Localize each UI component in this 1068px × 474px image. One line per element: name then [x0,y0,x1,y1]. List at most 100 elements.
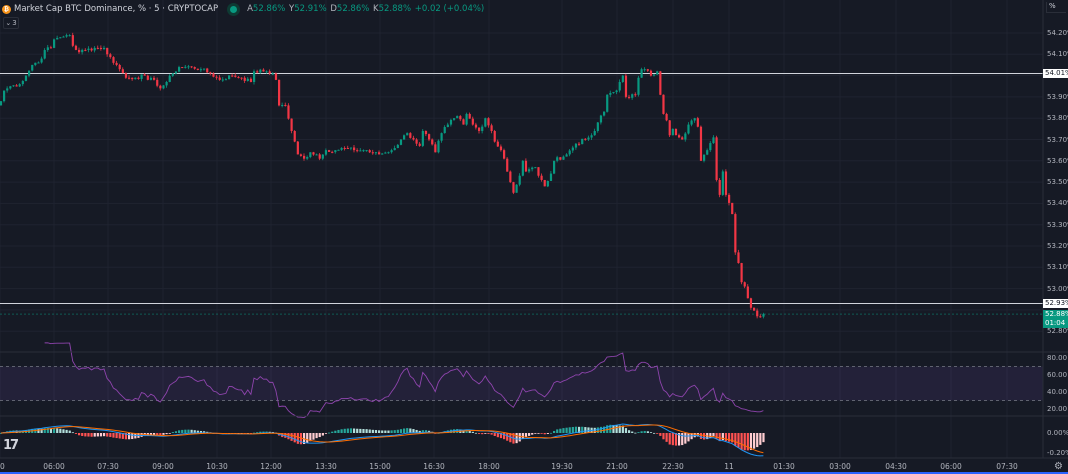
macd-histogram-bar [584,427,587,433]
macd-histogram-bar [349,428,353,433]
macd-histogram-bar [62,429,65,433]
chevron-down-icon: ⌄ [5,19,12,27]
candle-body [678,135,681,138]
macd-histogram-bar [503,433,506,440]
macd-histogram-bar [578,426,581,433]
macd-histogram-bar [103,433,106,437]
time-tick-label: 06:00 [43,462,65,471]
candle-body [653,74,656,76]
candle-body [59,37,62,39]
price-tick-label: 54.10% [1047,50,1068,59]
time-tick-label: 07:30 [97,462,119,471]
horizontal-levels[interactable] [0,72,1043,315]
candle-body [509,171,512,183]
high-value: 52.91% [294,4,327,14]
candle-body [521,160,524,176]
candle-body [253,71,256,82]
time-tick-label: 22:30 [662,462,684,471]
macd-histogram-bar [634,432,637,434]
macd-histogram-bar [359,428,362,433]
time-tick-label: 07:30 [996,462,1018,471]
candle-body [224,79,228,81]
candle-body [759,316,762,318]
candle-body [378,152,381,155]
macd-histogram-bar [149,433,153,436]
macd-histogram-bar [534,433,537,434]
candle-body [449,119,453,125]
candle-body [6,88,9,91]
candle-body [587,137,590,140]
candle-body [712,137,715,144]
candle-body [431,139,434,145]
candle-body [103,47,106,50]
macd-histogram-bar [618,425,621,433]
macd-histogram-bar [478,433,481,434]
candle-body [162,85,165,89]
candle-body [84,49,87,51]
time-tick-label: 03:00 [829,462,851,471]
price-tick-label: 53.30% [1047,220,1068,229]
candle-body [565,154,568,157]
macd-histogram-bar [299,433,303,445]
close-key: K [373,4,379,14]
macd-histogram-bar [415,429,418,433]
candle-body [65,35,68,37]
signal-line [0,424,764,454]
macd-histogram-bar [515,433,518,444]
candle-body [640,69,643,78]
candle-body [409,133,412,138]
macd-histogram-bar [374,429,378,433]
candle-body [562,156,565,160]
candle-body [28,70,31,76]
candle-body [231,75,234,77]
candle-body [246,78,249,81]
candle-body [3,90,6,102]
candle-body [353,147,356,151]
symbol-legend[interactable]: ₿ Market Cap BTC Dominance, % · 5 · CRYP… [2,2,485,16]
candle-body [115,62,118,65]
time-tick-label: 18:00 [478,462,500,471]
candle-body [571,147,574,151]
candle-body [706,150,709,155]
macd-histogram-bar [499,433,503,439]
macd-histogram-bar [596,427,599,433]
macd-histogram-bar [321,433,324,436]
candle-body [131,77,134,80]
candle-body [443,127,446,134]
candle-body [718,179,721,195]
macd-histogram-bar [371,429,374,433]
indicators-toggle-button[interactable]: ⌄ 3 [3,17,19,29]
macd-histogram-bar [153,433,156,435]
macd-histogram-bar [124,433,128,440]
candle-body [165,81,168,86]
time-tick-label: 01:30 [773,462,795,471]
macd-histogram-bar [253,432,256,434]
candle-body [259,69,262,73]
macd-histogram-bar [96,433,99,437]
macd-histogram-bar [453,429,456,433]
macd-histogram-bar [174,431,178,433]
candle-body [315,154,318,156]
rsi-pane [0,342,1043,418]
macd-histogram-bar [624,428,628,433]
candle-body [421,130,424,146]
candle-body [118,64,121,70]
macd-histogram-bar [331,431,334,433]
candle-body [134,77,137,80]
candle-body [143,74,146,76]
candle-body [178,67,181,72]
tradingview-logo[interactable]: 17 [3,438,19,453]
candle-body [228,75,231,80]
scale-mode-button[interactable]: % [1046,2,1066,13]
macd-histogram-bar [118,433,121,439]
candle-body [321,154,324,159]
macd-histogram-bar [378,430,381,433]
macd-histogram-bar [731,433,734,443]
macd-histogram-bar [84,433,87,437]
macd-histogram-bar [531,433,534,435]
macd-histogram-bar [728,433,731,442]
settings-gear-icon[interactable]: ⚙ [1054,461,1063,472]
macd-histogram-bar [396,429,399,433]
symbol-title[interactable]: Market Cap BTC Dominance, % · 5 · CRYPTO… [14,4,219,14]
